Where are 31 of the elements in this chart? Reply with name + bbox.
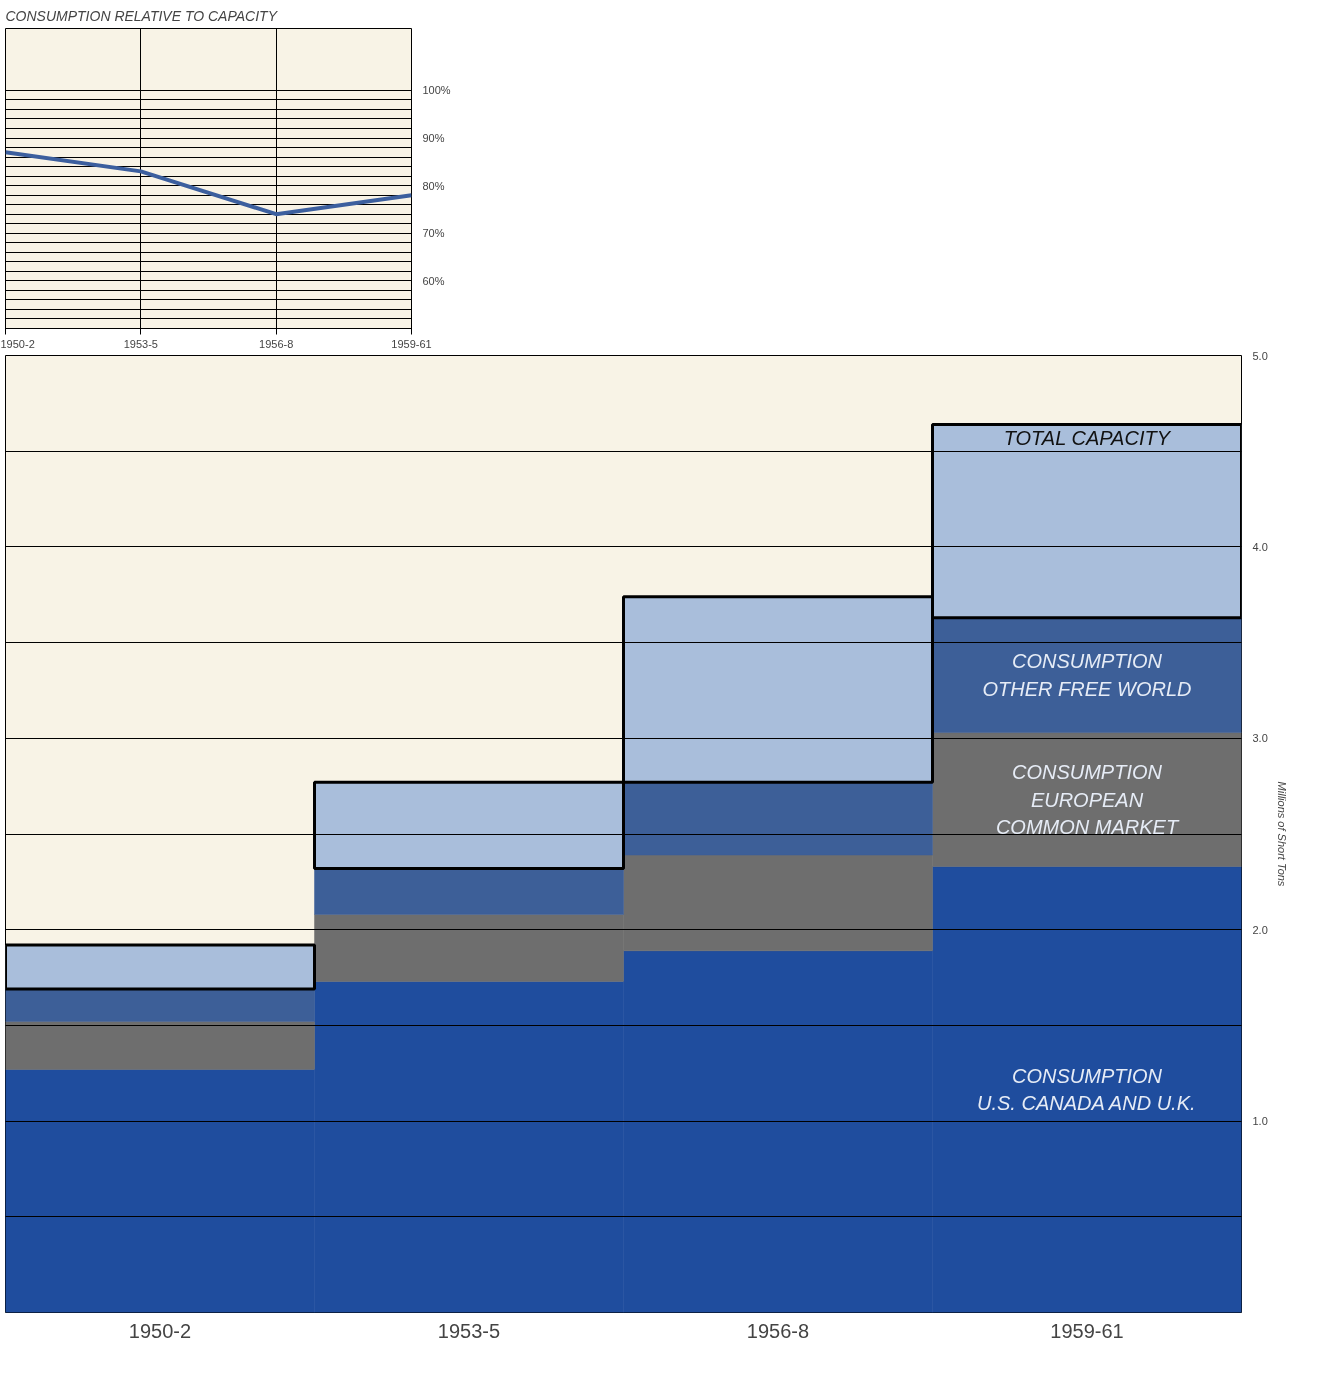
x-tick-label: 1956-8 (259, 337, 294, 350)
x-tick-label: 1959-61 (391, 337, 432, 350)
series-label: CONSUMPTION OTHER FREE WORLD (982, 650, 1192, 700)
series-label: CONSUMPTION U.S. CANADA AND U.K. (976, 1064, 1196, 1115)
y-tick-label: 1.0 (1252, 1115, 1268, 1128)
y-tick-label: 5.0 (1252, 349, 1268, 362)
bar (5, 1021, 315, 1070)
y-tick-label: 2.0 (1252, 923, 1268, 936)
y-axis-title: Millions of Short Tons (1275, 781, 1288, 887)
bar (5, 988, 315, 1022)
y-tick-label: 60% (422, 274, 445, 287)
bar (314, 868, 624, 915)
x-tick-label: 1953-5 (437, 1319, 501, 1342)
x-tick-label: 1959-61 (1050, 1319, 1124, 1342)
y-tick-label: 100% (422, 84, 451, 97)
series-label: TOTAL CAPACITY (1003, 426, 1172, 449)
x-tick-label: 1956-8 (746, 1319, 810, 1342)
y-tick-label: 3.0 (1252, 732, 1268, 745)
y-tick-label: 70% (422, 227, 445, 240)
bar (5, 943, 316, 991)
x-tick-label: 1950-2 (0, 337, 35, 350)
x-tick-label: 1953-5 (123, 337, 158, 350)
bar (623, 782, 933, 856)
y-tick-label: 90% (422, 132, 445, 145)
series-label: CONSUMPTION EUROPEAN COMMON MARKET (995, 761, 1180, 839)
bar (932, 617, 1242, 733)
y-tick-label: 80% (422, 179, 445, 192)
y-tick-label: 4.0 (1252, 540, 1268, 553)
x-tick-label: 1950-2 (128, 1319, 192, 1342)
chart-title: CONSUMPTION RELATIVE TO CAPACITY (5, 7, 279, 24)
line-series (5, 150, 412, 217)
